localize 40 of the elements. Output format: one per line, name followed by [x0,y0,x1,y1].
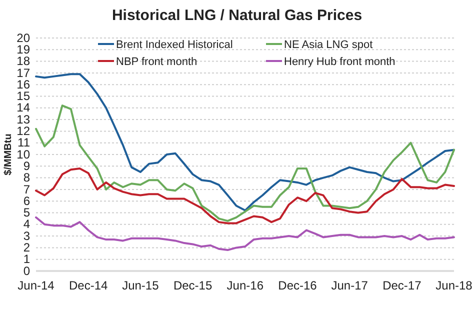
y-tick-label: 6 [23,194,30,208]
x-tick-label: Dec-14 [69,278,108,293]
y-tick-label: 20 [16,30,30,45]
y-tick-label: 12 [16,124,30,138]
line-series [35,216,455,252]
x-tick-label: Jun-18 [436,278,473,293]
y-tick-label: 14 [16,100,30,115]
x-tick-label: Jun-15 [122,278,160,293]
y-tick-label: 4 [23,217,30,232]
y-tick-label: 16 [16,77,30,92]
y-tick-label: 11 [18,136,30,150]
x-tick-label: Jun-14 [18,278,55,293]
line-series [35,104,455,222]
x-tick-label: Jun-16 [226,278,264,293]
legend-label: Brent Indexed Historical [116,39,233,51]
y-axis-title: $/MMBtu [3,134,14,176]
y-tick-label: 2 [23,240,30,255]
legend-label: NBP front month [116,56,198,68]
y-tick-label: 10 [16,147,30,162]
y-tick-label: 0 [23,264,30,278]
chart-title: Historical LNG / Natural Gas Prices [112,7,362,24]
x-tick-label: Dec-17 [382,278,422,293]
y-tick-label: 18 [16,54,30,68]
x-tick-label: Dec-16 [278,278,318,293]
legend-label: NE Asia LNG spot [284,39,373,51]
y-tick-label: 17 [16,66,30,80]
y-tick-label: 1 [23,252,30,266]
y-tick-label: 3 [23,228,30,243]
x-tick-label: Dec-15 [173,278,212,293]
y-tick-label: 5 [23,206,30,220]
y-tick-label: 7 [23,182,30,196]
y-tick-label: 19 [16,42,30,56]
line-series [35,167,455,224]
legend-label: Henry Hub front month [284,56,396,68]
y-tick-label: 15 [16,89,30,104]
line-series [35,73,455,212]
y-tick-label: 13 [16,112,30,126]
y-tick-label: 8 [23,170,30,185]
y-tick-label: 9 [23,158,30,173]
x-tick-label: Jun-17 [331,278,368,293]
